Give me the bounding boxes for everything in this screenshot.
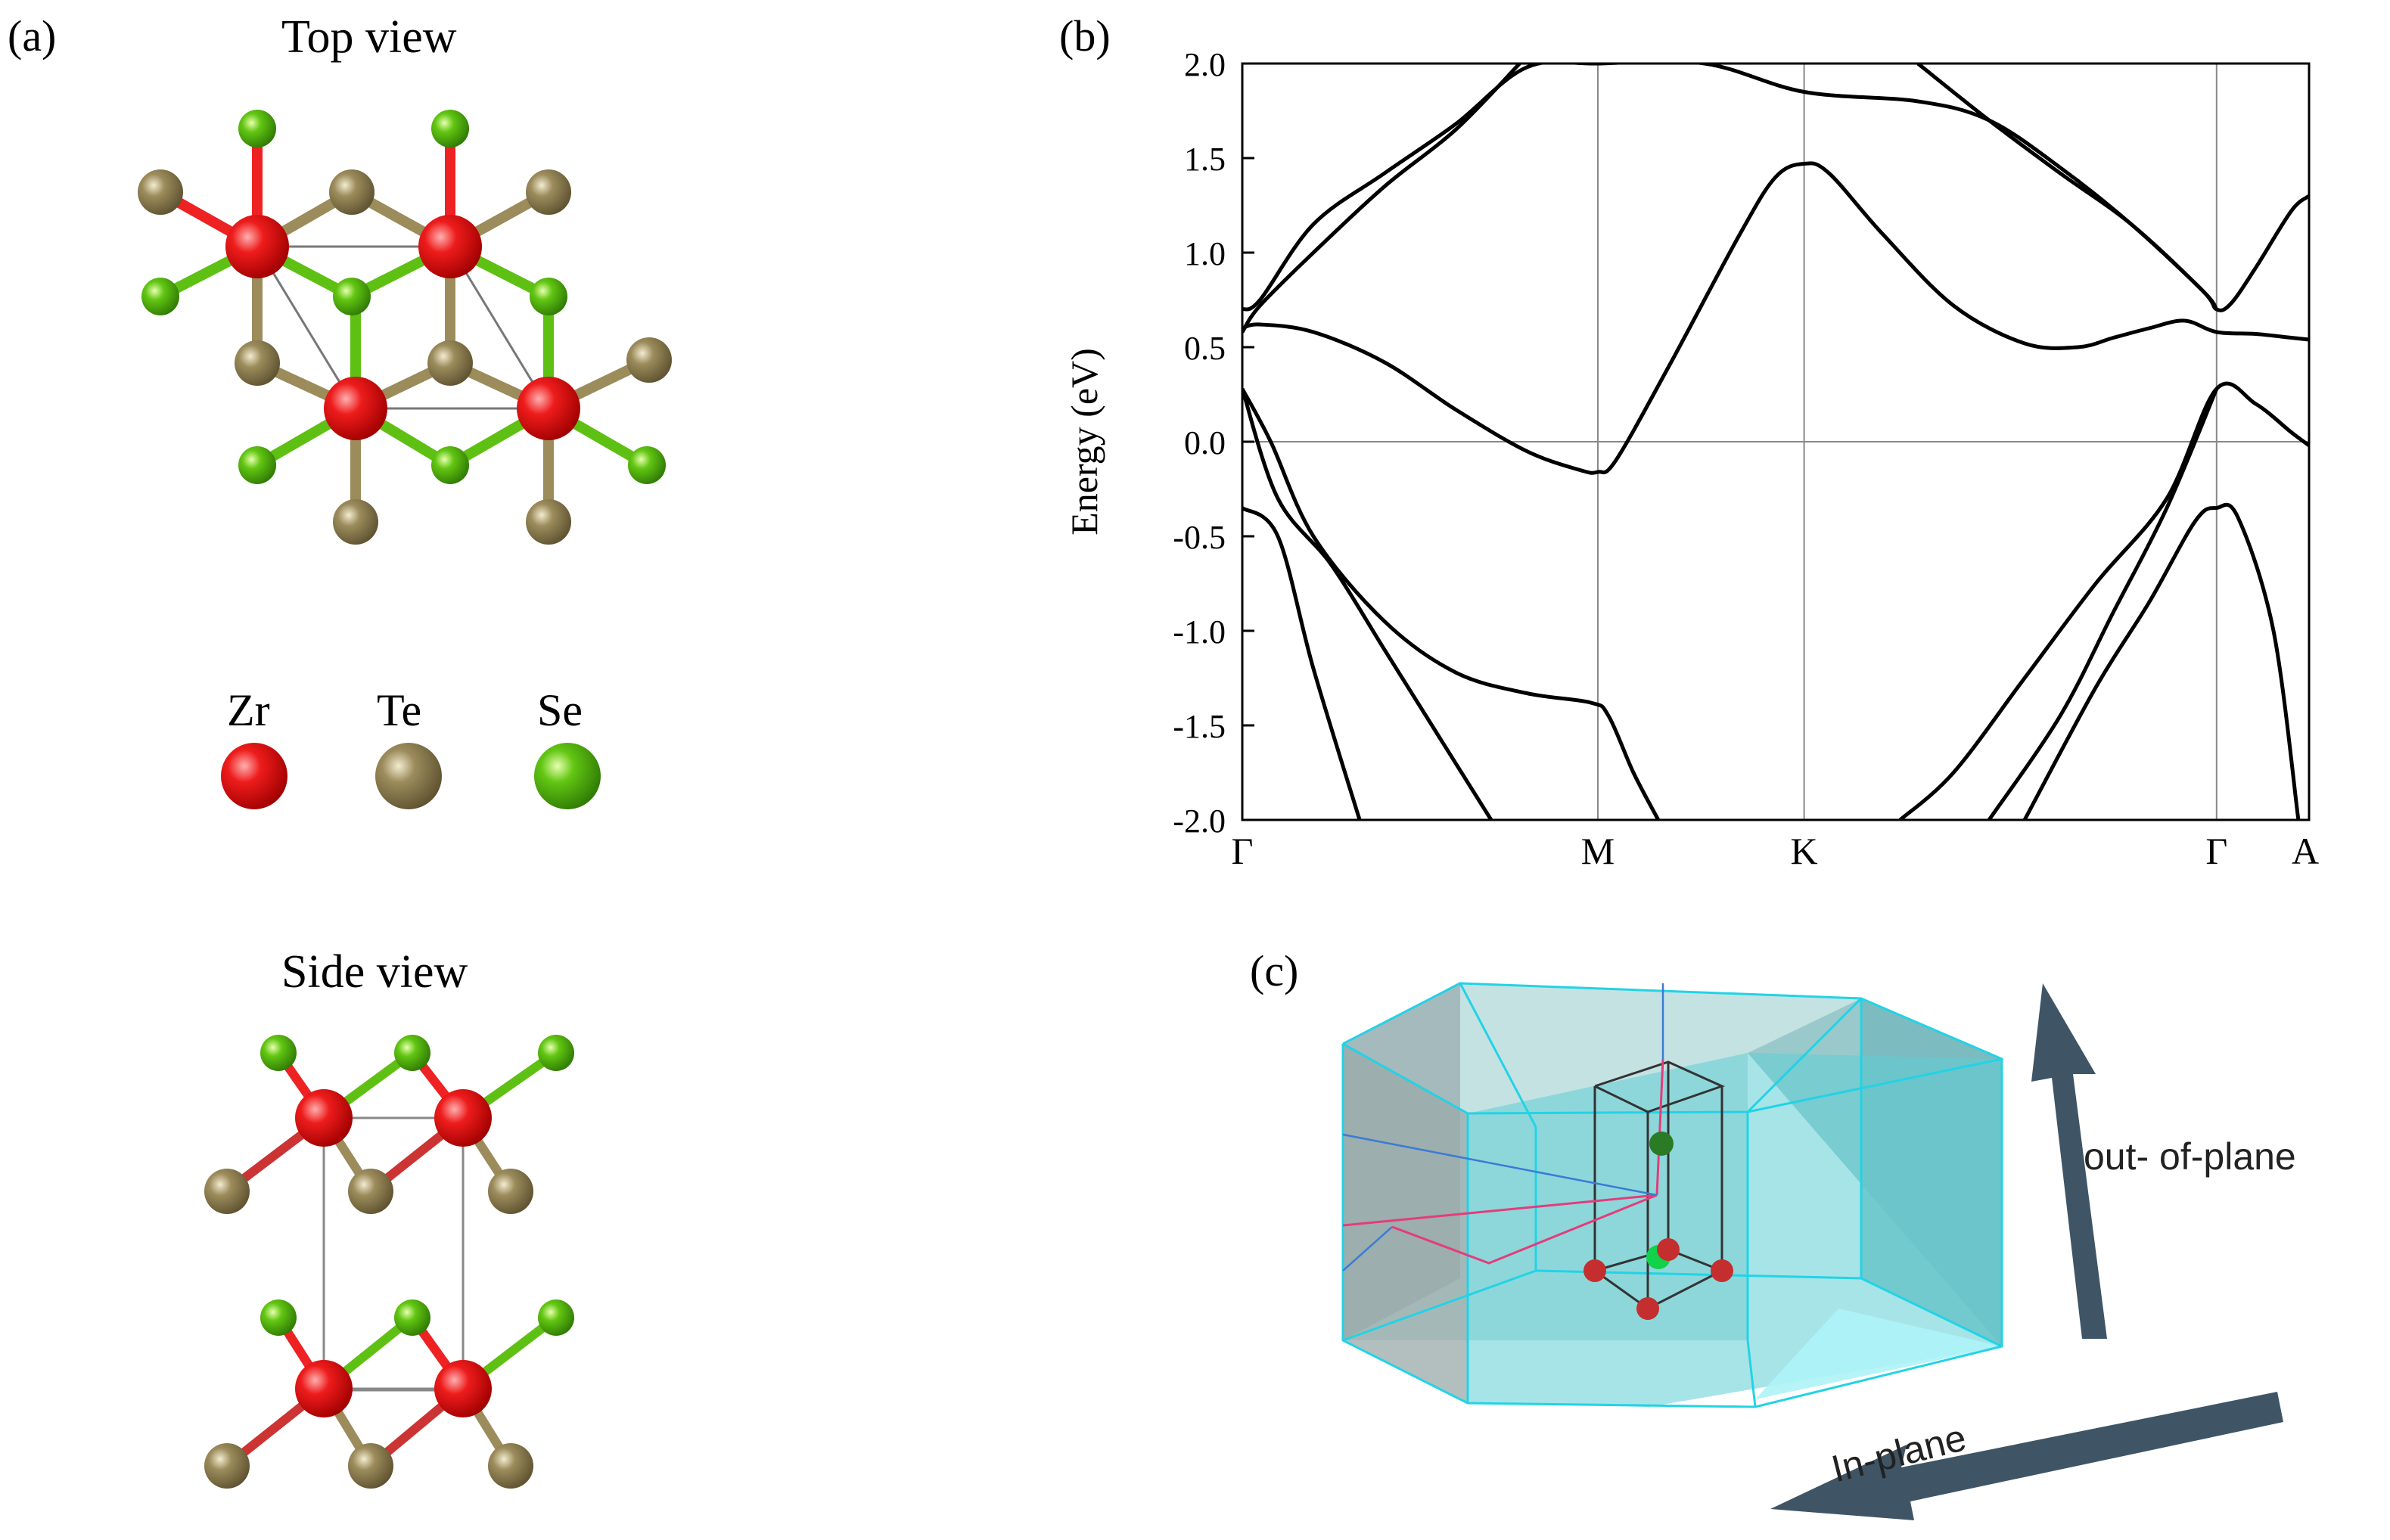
- in-plane-arrow: [1770, 1392, 2283, 1520]
- y-tick-label: 2.0: [1184, 46, 1226, 83]
- x-tick-label-0: Γ: [1232, 830, 1254, 872]
- chart-grid: [1242, 64, 2309, 820]
- y-tick-label: 0.5: [1184, 330, 1226, 367]
- out-of-plane-label: out- of-plane: [2084, 1135, 2296, 1178]
- top-view-title: Top view: [281, 11, 457, 63]
- panel-b-label: (b): [1059, 11, 1111, 61]
- band-6: [1242, 64, 1521, 334]
- se-legend-ball: [534, 743, 601, 809]
- y-tick-label: -0.5: [1173, 519, 1226, 556]
- y-ticks: 2.0 1.5 1.0 0.5 0.0 -0.5 -1.0 -1.5 -2.0: [1173, 46, 1254, 840]
- band-3: [1242, 387, 1661, 820]
- y-tick-label: 1.0: [1184, 235, 1226, 272]
- y-tick-label: 0.0: [1184, 424, 1226, 461]
- out-of-plane-arrow: [2031, 983, 2107, 1339]
- y-tick-label: -2.0: [1173, 803, 1226, 840]
- band-lines: [1242, 64, 2309, 820]
- panel-c-label: (c): [1250, 946, 1299, 995]
- side-view-title: Side view: [281, 946, 468, 998]
- crystal-structure-figure: [138, 110, 672, 1489]
- band-2: [1242, 388, 1493, 820]
- brillouin-zone-prism: [1341, 982, 2003, 1408]
- x-tick-label-4: A: [2292, 830, 2319, 872]
- te-legend-ball: [375, 743, 442, 809]
- x-tick-label-1: M: [1581, 830, 1615, 872]
- side-view-structure: [204, 1035, 574, 1489]
- brillouin-zone-figure: [1341, 982, 2283, 1520]
- y-tick-label: -1.0: [1173, 613, 1226, 650]
- top-view-structure: [138, 110, 672, 545]
- band-10: [2022, 502, 2301, 820]
- element-legend: [221, 743, 601, 809]
- y-tick-label: -1.5: [1173, 708, 1226, 745]
- band-5: [1242, 64, 2309, 312]
- zr-legend-ball: [221, 743, 287, 809]
- panel-a-label: (a): [8, 11, 57, 61]
- band-9: [1987, 388, 2219, 820]
- k-path: [1342, 1058, 1664, 1265]
- band-8: [1898, 381, 2309, 820]
- band-4: [1242, 161, 2309, 475]
- legend-label-te: Te: [377, 685, 422, 735]
- band-1: [1242, 506, 1362, 820]
- legend-label-zr: Zr: [227, 685, 270, 735]
- x-tick-label-2: K: [1791, 830, 1818, 872]
- y-axis-label: Energy (eV): [1063, 348, 1105, 536]
- band-structure-chart: 2.0 1.5 1.0 0.5 0.0 -0.5 -1.0 -1.5 -2.0 Γ M K Γ A En…: [1063, 46, 2320, 872]
- y-tick-label: 1.5: [1184, 141, 1226, 178]
- legend-label-se: Se: [537, 685, 583, 735]
- x-tick-label-3: Γ: [2205, 830, 2227, 872]
- band-7: [1916, 64, 2218, 311]
